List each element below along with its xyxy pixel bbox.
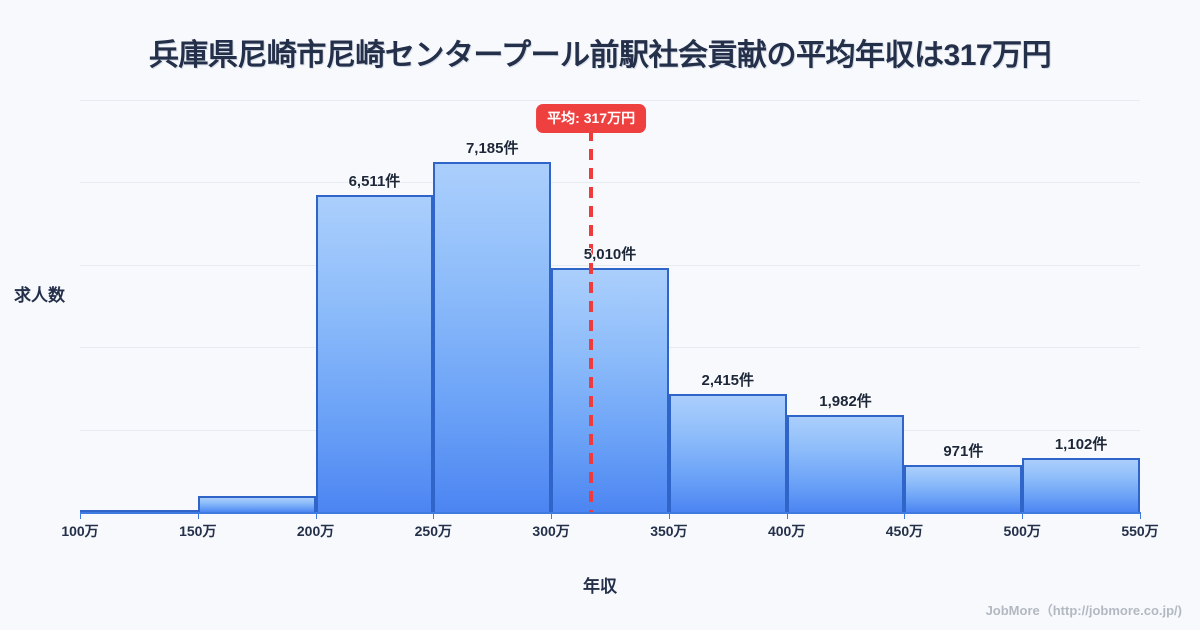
x-axis-tick [315,512,317,519]
bar-value-label: 1,982件 [819,393,872,411]
bar-value-label: 6,511件 [348,172,401,190]
average-badge: 平均: 317万円 [536,104,647,133]
bar [80,510,198,512]
x-axis-tick-label: 150万 [179,523,217,539]
x-axis-tick-label: 550万 [1121,523,1159,539]
x-axis-tick [197,512,199,519]
x-axis-tick [904,512,906,519]
bar [668,394,787,512]
x-axis-tick [1022,512,1024,519]
gridline [80,265,1140,266]
bar [904,464,1023,512]
bar-value-label: 971件 [943,442,984,460]
average-dashed-line [589,130,594,512]
x-axis-tick-label: 250万 [414,523,453,539]
x-axis-title: 年収 [583,577,617,596]
x-axis-tick-label: 500万 [1003,523,1041,539]
x-axis-tick [668,512,670,519]
x-axis-tick-label: 300万 [532,523,570,539]
bar-value-label: 7,185件 [465,140,519,157]
x-axis-tick-label: 400万 [767,523,806,539]
gridline [80,100,1140,101]
x-axis-line [80,512,1140,514]
x-axis-tick-label: 200万 [296,523,335,539]
x-axis-tick [80,512,81,519]
bar [1022,458,1140,512]
bar [197,495,316,512]
x-axis-tick [433,512,435,519]
bar [551,267,669,512]
bar-value-label: 2,415件 [701,372,755,390]
y-axis-title: 求人数 [14,286,65,305]
page-title: 兵庫県尼崎市尼崎センタープール前駅社会貢献の平均年収は317万円 [148,39,1052,72]
x-axis-tick [786,512,788,519]
x-axis-tick-label: 450万 [885,523,924,539]
gridline [80,182,1140,183]
x-axis-tick [551,512,553,519]
watermark: JobMore（http://jobmore.co.jp/) [985,603,1182,618]
x-axis-tick-label: 100万 [61,523,99,539]
bar [315,194,434,512]
bar-value-label: 5,010件 [583,245,637,263]
x-axis-tick-label: 350万 [650,523,688,539]
x-axis-tick [1140,512,1141,519]
bar-value-label: 1,102件 [1054,436,1108,454]
bar-series [80,96,1140,512]
bar [433,162,552,512]
bar [786,415,905,512]
